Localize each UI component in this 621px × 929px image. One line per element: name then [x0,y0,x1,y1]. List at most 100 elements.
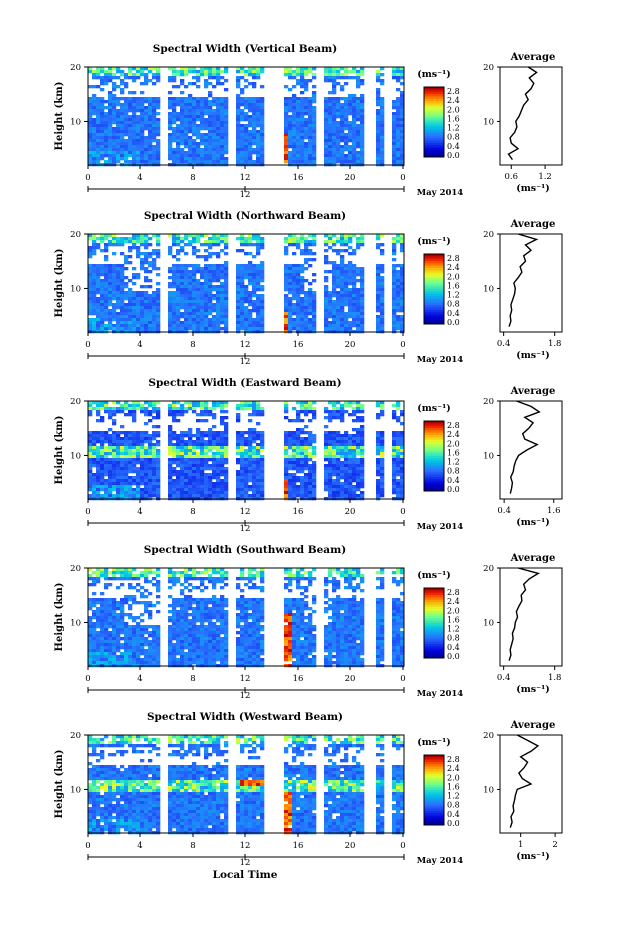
heatmap-cell [112,306,117,310]
heatmap-cell [336,142,341,146]
heatmap-cell [248,124,253,128]
heatmap-cell [256,100,261,104]
heatmap-cell [348,458,353,462]
heatmap-cell [224,270,229,274]
colorbar-segment [424,314,444,318]
heatmap-cell [100,106,105,110]
heatmap-cell [324,449,329,453]
heatmap-cell [252,404,257,408]
heatmap-cell [152,315,157,319]
heatmap-cell [300,234,305,238]
heatmap-cell [212,416,217,420]
heatmap-cell [356,267,361,271]
heatmap-cell [248,264,253,268]
heatmap-cell [340,85,345,89]
heatmap-cell [296,273,301,277]
heatmap-cell [296,446,301,450]
heatmap-cell [196,300,201,304]
heatmap-cell [392,288,397,292]
heatmap-cell [284,449,289,453]
heatmap-cell [260,434,265,438]
heatmap-cell [344,160,349,164]
heatmap-cell [260,157,265,161]
heatmap-cell [308,306,313,310]
heatmap-cell [192,142,197,146]
heatmap-cell [140,264,145,268]
heatmap-cell [292,419,297,423]
heatmap-cell [396,315,401,319]
heatmap-cell [288,431,293,435]
heatmap-cell [128,464,133,468]
heatmap-cell [312,452,317,456]
heatmap-cell [284,142,289,146]
heatmap-cell [300,151,305,155]
heatmap-cell [340,321,345,325]
heatmap-cell [360,285,365,289]
heatmap-cell [148,70,153,74]
heatmap-cell [324,425,329,429]
heatmap-cell [220,291,225,295]
heatmap-cell [180,446,185,450]
heatmap-cell [156,324,161,328]
heatmap-cell [104,410,109,414]
heatmap-cell [92,431,97,435]
heatmap-cell [168,157,173,161]
heatmap-cell [116,100,121,104]
heatmap-cell [224,476,229,480]
heatmap-cell [236,282,241,286]
heatmap-cell [116,136,121,140]
heatmap-cell [92,458,97,462]
heatmap-cell [256,473,261,477]
heatmap-cell [176,309,181,313]
heatmap-cell [220,234,225,238]
heatmap-cell [324,70,329,74]
heatmap-cell [204,324,209,328]
heatmap-cell [220,306,225,310]
heatmap-cell [344,470,349,474]
heatmap-cell [180,115,185,119]
heatmap-cell [204,401,209,405]
heatmap-cell [104,285,109,289]
heatmap-cell [136,97,141,101]
heatmap-cell [296,109,301,113]
heatmap-cell [356,416,361,420]
heatmap-cell [340,470,345,474]
heatmap-cell [212,112,217,116]
heatmap-cell [88,273,93,277]
heatmap-cell [124,124,129,128]
heatmap-cell [224,240,229,244]
heatmap-cell [240,297,245,301]
heatmap-cell [392,240,397,244]
heatmap-cell [348,276,353,280]
heatmap-cell [208,112,213,116]
heatmap-cell [88,234,93,238]
heatmap-cell [168,410,173,414]
heatmap-cell [108,142,113,146]
heatmap-cell [296,288,301,292]
heatmap-cell [208,327,213,331]
heatmap-cell [136,291,141,295]
heatmap-cell [288,491,293,495]
heatmap-cell [144,136,149,140]
heatmap-cell [376,115,381,119]
heatmap-cell [100,121,105,125]
heatmap-cell [136,124,141,128]
heatmap-cell [200,434,205,438]
heatmap-cell [112,94,117,98]
heatmap-cell [352,106,357,110]
heatmap-cell [100,443,105,447]
heatmap-cell [224,115,229,119]
heatmap-cell [216,315,221,319]
heatmap-cell [256,434,261,438]
heatmap-cell [200,440,205,444]
heatmap-cell [156,255,161,259]
heatmap-cell [324,79,329,83]
x-tick-label: 0 [85,173,90,183]
heatmap-cell [92,124,97,128]
heatmap-cell [240,112,245,116]
heatmap-cell [140,97,145,101]
heatmap-cell [300,160,305,164]
heatmap-cell [128,404,133,408]
heatmap-cell [284,139,289,143]
heatmap-cell [192,449,197,453]
